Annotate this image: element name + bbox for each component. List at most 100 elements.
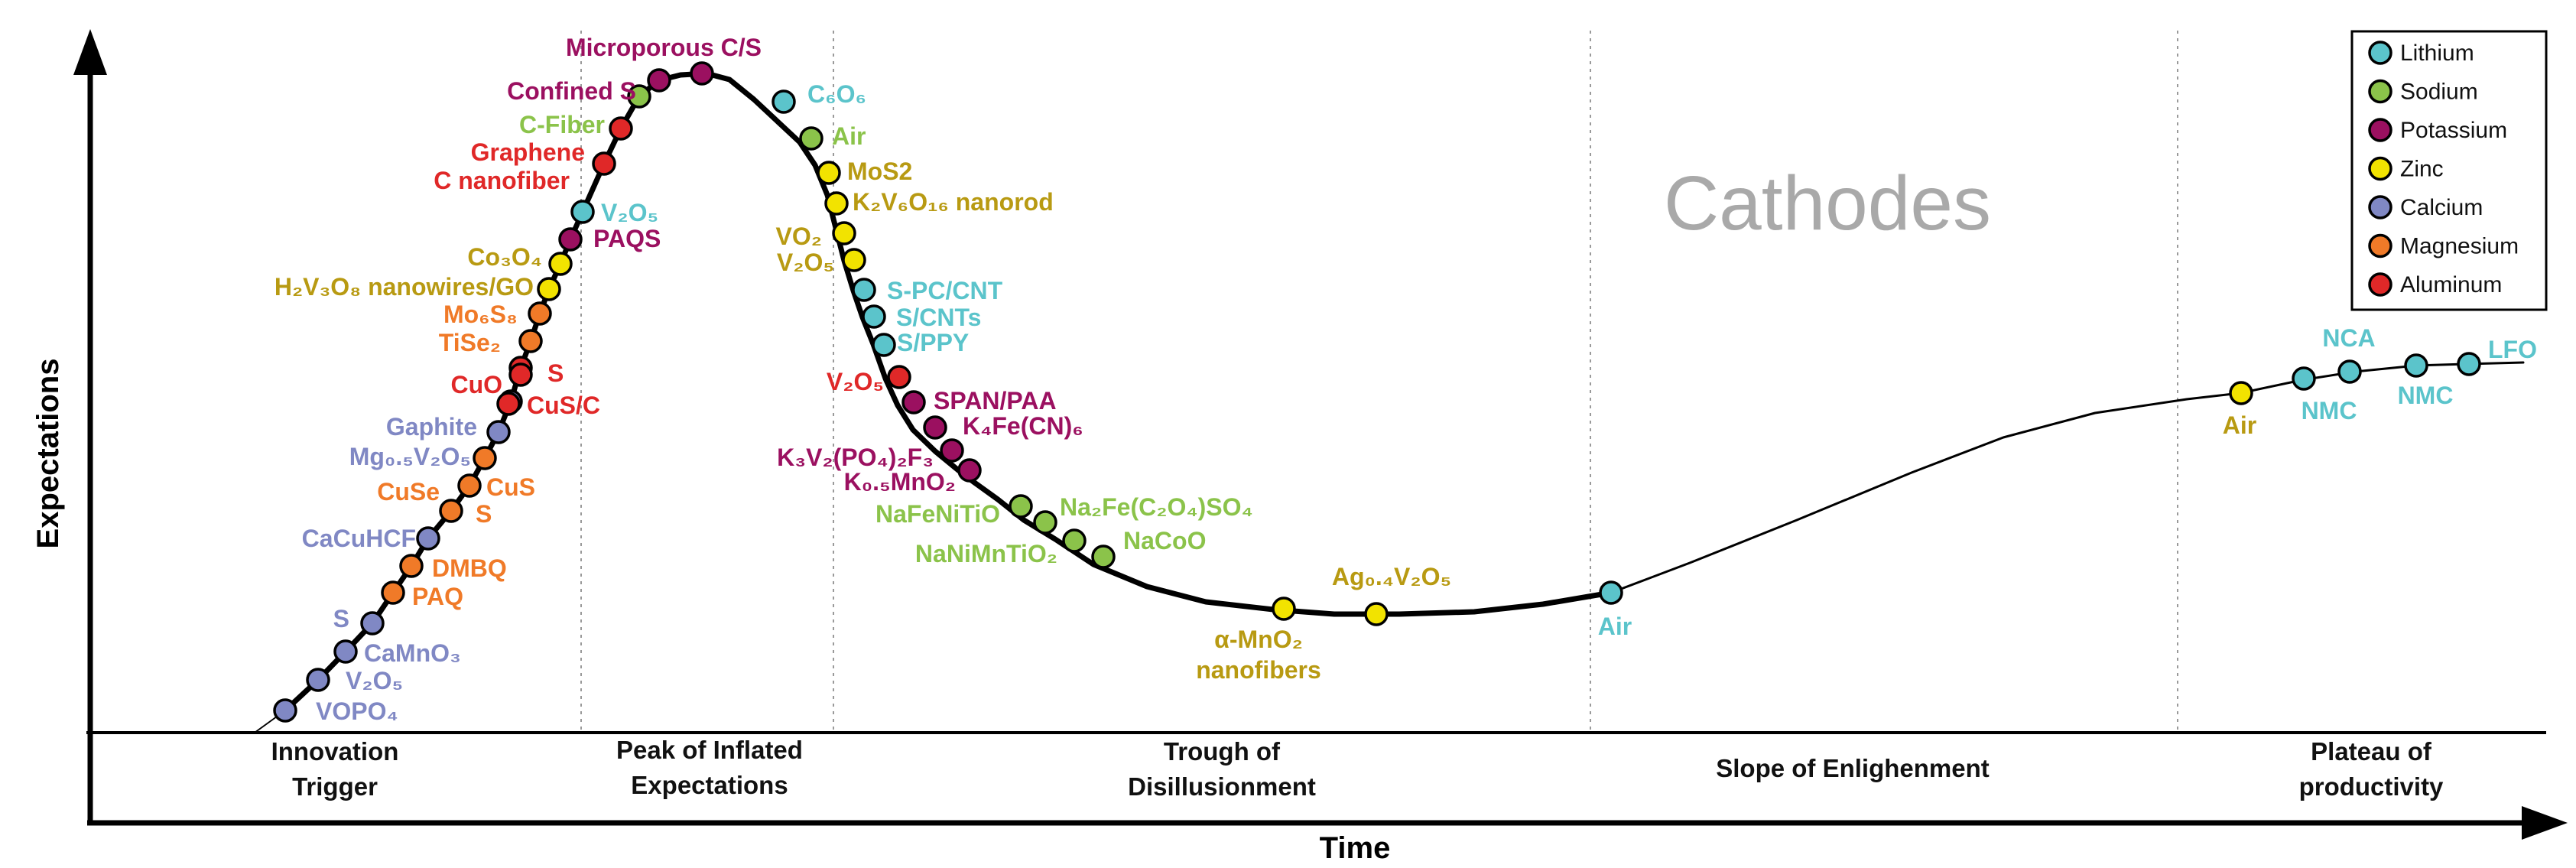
zinc-legend-swatch xyxy=(2368,156,2392,181)
cathode-label: CuSe xyxy=(377,478,440,506)
lithium-marker xyxy=(852,278,876,302)
magnesium-marker xyxy=(381,580,405,605)
cathode-label: NMC xyxy=(2302,397,2357,424)
cathode-label: VOPO₄ xyxy=(316,697,398,725)
lithium-marker xyxy=(872,333,896,357)
potassium-marker xyxy=(923,415,947,440)
phase-label: Slope of Enlighenment xyxy=(1716,754,1990,782)
cathode-label: LFO xyxy=(2488,336,2537,363)
cathode-label: S xyxy=(476,500,492,528)
cathode-label: CaMnO₃ xyxy=(364,639,461,667)
magnesium-marker xyxy=(457,473,482,498)
legend-label: Potassium xyxy=(2400,118,2507,143)
calcium-marker xyxy=(360,611,385,636)
potassium-legend-swatch xyxy=(2368,118,2392,142)
aluminum-marker xyxy=(508,362,533,387)
zinc-marker xyxy=(2229,381,2253,405)
cathode-label: NaCoO xyxy=(1123,527,1206,554)
legend-label: Lithium xyxy=(2400,41,2474,66)
y-axis-arrowhead xyxy=(73,29,107,75)
cathode-label: Mo₆S₈ xyxy=(443,301,518,328)
lithium-marker xyxy=(2292,366,2316,391)
cathode-label: PAQS xyxy=(593,225,661,252)
cathode-label: Mg₀.₅V₂O₅ xyxy=(349,443,471,470)
cathode-label: CuS xyxy=(486,473,535,501)
potassium-marker xyxy=(647,68,671,93)
phase-label: Trough of Disillusionment xyxy=(1128,737,1316,801)
aluminum-marker xyxy=(496,392,521,416)
cathode-label: V₂O₅ xyxy=(827,368,884,395)
lithium-marker xyxy=(1599,580,1623,605)
cathode-label: PAQ xyxy=(412,583,463,610)
ion-markers xyxy=(273,61,2481,723)
cathode-label: MoS2 xyxy=(847,158,912,185)
aluminum-marker xyxy=(609,116,633,141)
cathode-label: S xyxy=(333,605,349,632)
cathode-label: Air xyxy=(2223,411,2256,439)
cathode-label: Na₂Fe(C₂O₄)SO₄ xyxy=(1060,493,1253,521)
phase-dividers xyxy=(580,31,2178,734)
magnesium-marker xyxy=(528,301,552,326)
phase-labels: Innovation Trigger Peak of Inflated Expecta… xyxy=(271,736,2444,801)
potassium-marker xyxy=(901,390,926,414)
sodium-marker xyxy=(1091,545,1116,569)
lithium-marker xyxy=(862,304,886,329)
cathode-label: SPAN/PAA xyxy=(934,387,1057,414)
zinc-marker xyxy=(1364,602,1389,626)
legend-label: Aluminum xyxy=(2400,272,2502,297)
cathode-label: Microporous C/S xyxy=(566,34,762,61)
lithium-marker xyxy=(2404,353,2428,378)
phase-label: Innovation Trigger xyxy=(271,737,399,801)
phase-label: Peak of Inflated Expectations xyxy=(616,736,803,799)
cathode-label: TiSe₂ xyxy=(439,329,501,356)
sodium-marker xyxy=(799,126,823,151)
legend-items: Lithium Sodium Potassium Zinc Calcium Magnesi… xyxy=(2368,41,2519,297)
cathode-label: K₃V₂(PO₄)₂F₃ xyxy=(777,444,934,471)
sodium-legend-swatch xyxy=(2368,79,2392,104)
cathode-label: CaCuHCF xyxy=(302,525,416,552)
aluminum-legend-swatch xyxy=(2368,272,2392,297)
calcium-legend-swatch xyxy=(2368,195,2392,219)
cathode-label: CuO xyxy=(450,371,502,398)
cathode-label: V₂O₅ xyxy=(777,249,834,276)
phase-label: Plateau of productivity xyxy=(2299,737,2444,801)
aluminum-marker xyxy=(592,151,616,176)
calcium-marker xyxy=(333,639,358,664)
legend-label: Zinc xyxy=(2400,157,2444,182)
lithium-marker xyxy=(2337,359,2362,384)
cathode-label: VO₂ xyxy=(776,223,822,250)
cathode-label: C₆O₆ xyxy=(807,80,866,108)
x-axis-arrowhead xyxy=(2522,806,2568,840)
potassium-marker xyxy=(690,61,714,86)
zinc-marker xyxy=(1272,597,1296,621)
cathode-label: S/CNTs xyxy=(896,304,981,331)
cathode-label: NaFeNiTiO xyxy=(875,500,1000,528)
potassium-marker xyxy=(558,227,583,252)
x-axis-title: Time xyxy=(1320,831,1391,865)
axes xyxy=(73,29,2568,840)
magnesium-marker xyxy=(518,329,543,353)
point-labels: VOPO₄V₂O₅CaMnO₃SPAQDMBQCaCuHCFSCuSCuSeMg… xyxy=(274,34,2537,725)
cathode-label: S/PPY xyxy=(897,329,969,356)
aluminum-marker xyxy=(887,365,911,389)
calcium-marker xyxy=(306,668,330,692)
cathode-label: C nanofiber xyxy=(434,167,570,194)
cathode-label: K₂V₆O₁₆ nanorod xyxy=(853,188,1054,216)
legend-label: Calcium xyxy=(2400,195,2483,220)
cathode-label: S-PC/CNT xyxy=(887,277,1003,304)
sodium-marker xyxy=(1009,494,1033,519)
cathode-label: S xyxy=(547,359,564,387)
lithium-marker xyxy=(2457,352,2481,376)
lithium-marker xyxy=(772,89,796,114)
cathode-label: H₂V₃O₈ nanowires/GO xyxy=(274,273,534,301)
diagram-watermark: Cathodes xyxy=(1664,161,1991,246)
curve-slope xyxy=(1610,361,2525,594)
zinc-marker xyxy=(842,248,866,272)
zinc-marker xyxy=(548,252,573,276)
lithium-marker xyxy=(570,200,595,224)
cathode-label: Graphene xyxy=(471,138,585,166)
cathode-label: NMC xyxy=(2398,382,2454,409)
cathode-label: K₄Fe(CN)₆ xyxy=(963,412,1083,440)
cathode-label: α-MnO₂ nanofibers xyxy=(1196,626,1321,684)
